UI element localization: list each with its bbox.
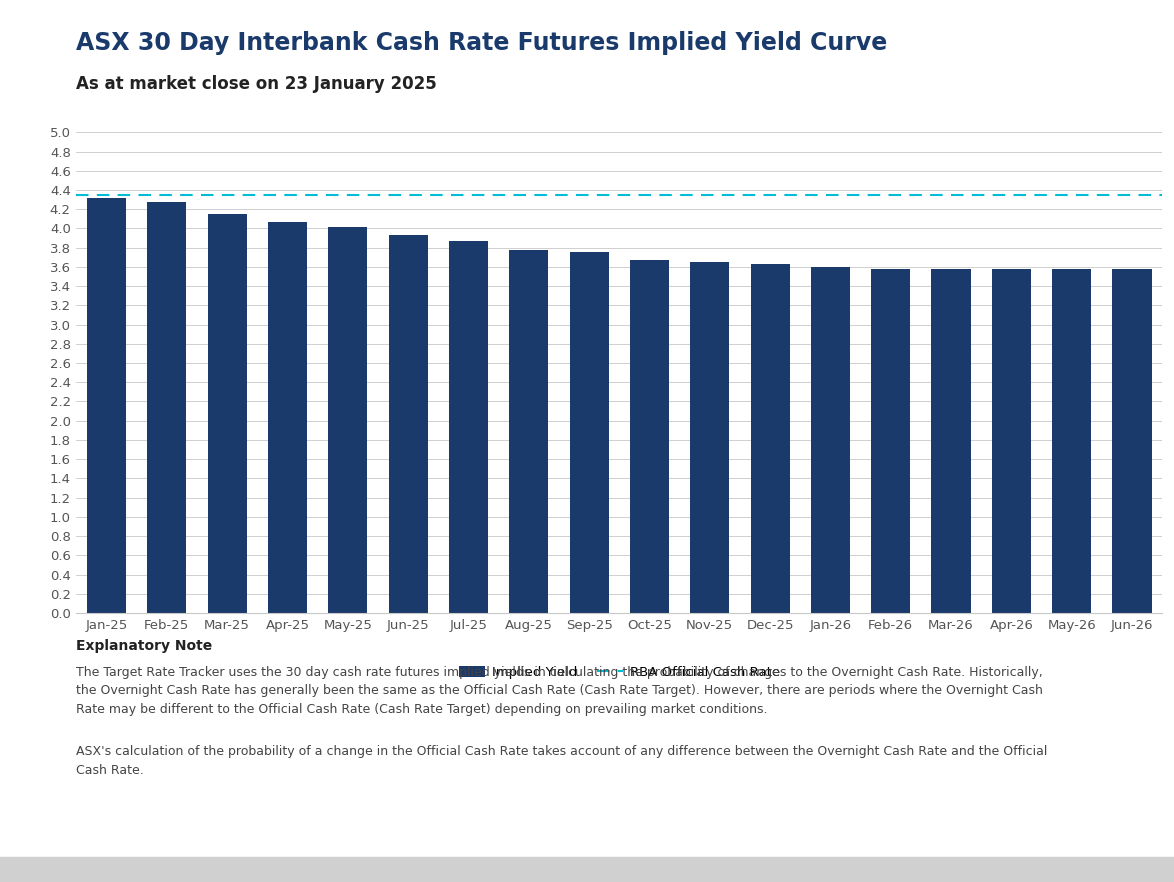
Bar [208, 214, 247, 613]
Bar [448, 241, 488, 613]
Text: ASX's calculation of the probability of a change in the Official Cash Rate takes: ASX's calculation of the probability of … [76, 745, 1047, 777]
Bar [268, 221, 308, 613]
Bar [931, 269, 971, 613]
Bar [750, 264, 790, 613]
Text: ASX 30 Day Interbank Cash Rate Futures Implied Yield Curve: ASX 30 Day Interbank Cash Rate Futures I… [76, 31, 888, 55]
Text: As at market close on 23 January 2025: As at market close on 23 January 2025 [76, 75, 437, 93]
Bar [811, 267, 850, 613]
Text: The Target Rate Tracker uses the 30 day cash rate futures implied yields in calc: The Target Rate Tracker uses the 30 day … [76, 666, 1044, 716]
Bar [147, 203, 187, 613]
Bar [1052, 269, 1092, 613]
Bar [871, 269, 910, 613]
Bar [569, 252, 609, 613]
Bar [992, 269, 1031, 613]
Bar [329, 227, 367, 613]
Text: Explanatory Note: Explanatory Note [76, 639, 212, 654]
Bar [87, 198, 126, 613]
Bar [629, 260, 669, 613]
Legend: Implied Yield, RBA Official Cash Rate: Implied Yield, RBA Official Cash Rate [453, 661, 785, 684]
Bar [690, 262, 729, 613]
Bar [389, 235, 427, 613]
Bar [510, 250, 548, 613]
Bar [1113, 269, 1152, 613]
